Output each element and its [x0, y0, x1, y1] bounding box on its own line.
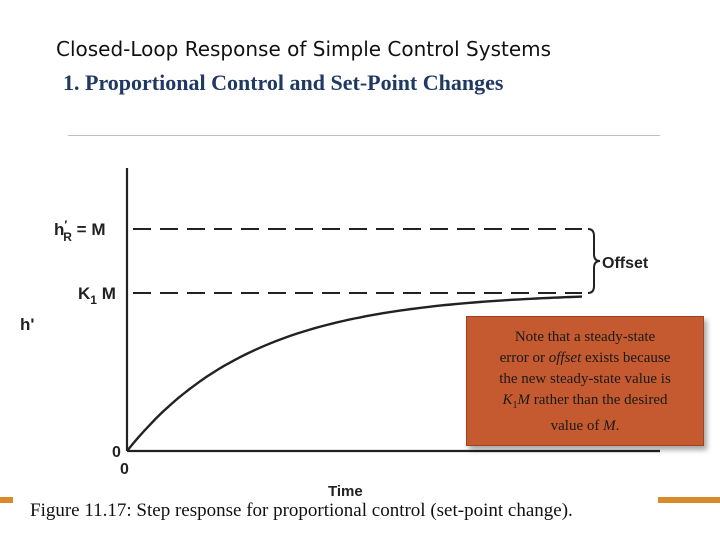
offset-note-callout: Note that a steady-state error or offset… [466, 316, 704, 446]
x-axis-label: Time [328, 483, 363, 500]
setpoint-label: h′ R = M [54, 218, 106, 244]
note-line-5: value of M. [550, 418, 620, 434]
accent-bar-left [0, 497, 13, 503]
y-origin-label: 0 [112, 444, 121, 461]
slide-title: Closed-Loop Response of Simple Control S… [56, 37, 552, 61]
figure-caption: Figure 11.17: Step response for proporti… [30, 500, 573, 521]
title-divider [68, 135, 660, 136]
response-curve [126, 295, 583, 452]
accent-bar-right [658, 497, 720, 503]
x-origin-label: 0 [120, 461, 129, 478]
slide-subtitle: 1. Proportional Control and Set-Point Ch… [63, 70, 504, 95]
note-line-1: Note that a steady-state [514, 329, 656, 345]
offset-label: Offset [602, 255, 649, 272]
steady-state-label: K1 M [78, 284, 116, 307]
offset-brace [587, 228, 601, 294]
note-line-4: K1M rather than the desired [502, 392, 668, 411]
y-axis-label: h' [20, 315, 34, 334]
note-line-3: the new steady-state value is [499, 371, 671, 387]
note-line-2: error or offset exists because [499, 350, 671, 366]
